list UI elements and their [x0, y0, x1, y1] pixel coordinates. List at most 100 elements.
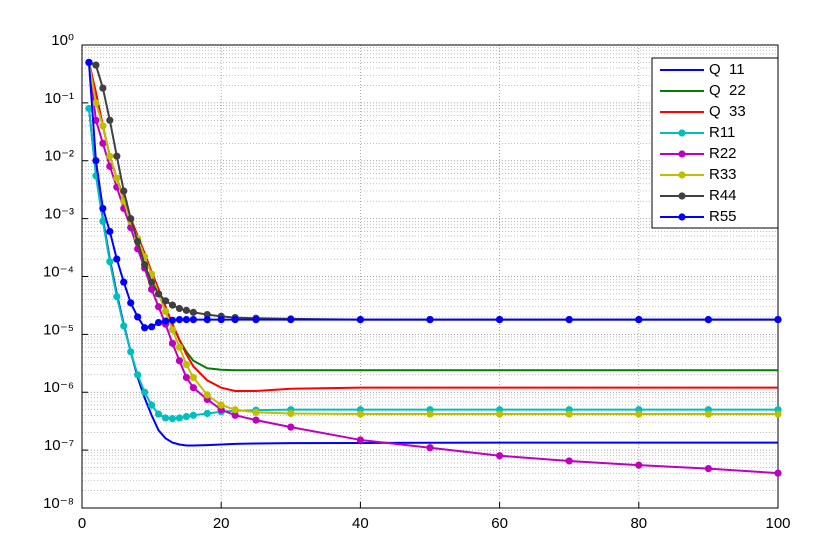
- y-tick-label: 10⁻⁴: [43, 263, 74, 280]
- marker: [85, 58, 93, 67]
- marker: [134, 238, 142, 246]
- x-tick-label: 80: [630, 515, 647, 532]
- legend-label: Q 22: [709, 82, 746, 99]
- marker: [252, 416, 260, 424]
- legend-marker: [678, 129, 686, 137]
- marker: [189, 411, 197, 419]
- marker: [356, 316, 364, 324]
- marker: [426, 444, 434, 452]
- marker: [106, 227, 114, 236]
- marker: [148, 278, 156, 286]
- marker: [287, 423, 295, 431]
- marker: [231, 406, 239, 414]
- marker: [161, 297, 170, 305]
- marker: [496, 316, 504, 324]
- marker: [252, 408, 260, 416]
- y-tick-label: 10⁻⁷: [44, 437, 74, 454]
- marker: [704, 410, 713, 418]
- marker: [182, 361, 190, 369]
- marker: [168, 339, 177, 347]
- marker: [113, 174, 121, 182]
- legend-marker: [678, 192, 686, 200]
- marker: [168, 316, 177, 324]
- marker: [496, 452, 504, 460]
- marker: [134, 313, 142, 321]
- marker: [161, 307, 170, 315]
- series-line: [87, 62, 778, 416]
- marker: [148, 401, 156, 409]
- marker: [565, 410, 573, 418]
- marker: [182, 306, 190, 314]
- plot-frame: [81, 44, 779, 509]
- marker: [635, 461, 643, 469]
- legend-label: R33: [709, 166, 737, 183]
- marker: [99, 217, 107, 225]
- marker: [141, 388, 149, 396]
- marker: [106, 152, 114, 160]
- y-tick-label: 10⁻⁵: [43, 321, 74, 338]
- legend-label: R22: [709, 145, 737, 162]
- marker: [175, 357, 184, 365]
- legend-marker: [678, 171, 686, 179]
- marker: [287, 409, 295, 418]
- marker: [168, 301, 177, 309]
- marker: [774, 469, 782, 477]
- marker: [99, 139, 107, 147]
- marker: [252, 316, 260, 324]
- marker: [148, 285, 156, 293]
- marker: [175, 414, 184, 422]
- marker: [99, 84, 107, 92]
- marker: [203, 316, 211, 324]
- marker: [356, 436, 364, 444]
- marker: [154, 318, 163, 327]
- y-tick-label: 10⁻³: [44, 206, 74, 223]
- legend-label: Q 11: [709, 61, 745, 78]
- marker: [113, 292, 121, 301]
- marker: [189, 384, 197, 392]
- marker: [203, 310, 211, 319]
- marker: [175, 343, 184, 351]
- y-tick-label: 10⁻⁸: [43, 495, 74, 512]
- marker: [217, 316, 225, 324]
- marker: [168, 326, 177, 334]
- marker: [161, 414, 170, 422]
- marker: [189, 373, 197, 382]
- marker: [704, 464, 713, 473]
- marker: [99, 122, 107, 130]
- marker: [426, 410, 434, 418]
- marker: [154, 410, 163, 418]
- y-tick-label: 10⁰: [51, 32, 74, 49]
- marker: [203, 409, 211, 418]
- x-tick-label: 0: [78, 515, 86, 532]
- marker: [774, 410, 782, 418]
- marker: [113, 152, 121, 160]
- marker: [182, 316, 190, 324]
- marker: [774, 316, 782, 324]
- marker: [134, 371, 142, 379]
- marker: [120, 322, 128, 330]
- marker: [287, 316, 295, 324]
- legend-label: R44: [709, 187, 737, 204]
- marker: [168, 415, 177, 423]
- marker: [92, 99, 100, 107]
- x-tick-label: 60: [491, 515, 508, 532]
- marker: [175, 304, 184, 313]
- marker: [635, 410, 643, 418]
- marker: [496, 410, 504, 418]
- marker: [426, 316, 434, 324]
- marker: [106, 116, 114, 124]
- marker: [113, 255, 121, 263]
- legend-label: Q 33: [709, 103, 746, 120]
- marker: [85, 104, 93, 113]
- marker: [182, 412, 190, 421]
- marker: [92, 61, 100, 69]
- marker: [356, 410, 364, 418]
- marker: [704, 316, 713, 324]
- x-tick-label: 100: [765, 515, 790, 532]
- marker: [189, 308, 197, 316]
- legend-label: R11: [709, 124, 735, 141]
- marker: [106, 258, 114, 266]
- series-line: [87, 62, 779, 475]
- marker: [120, 187, 128, 195]
